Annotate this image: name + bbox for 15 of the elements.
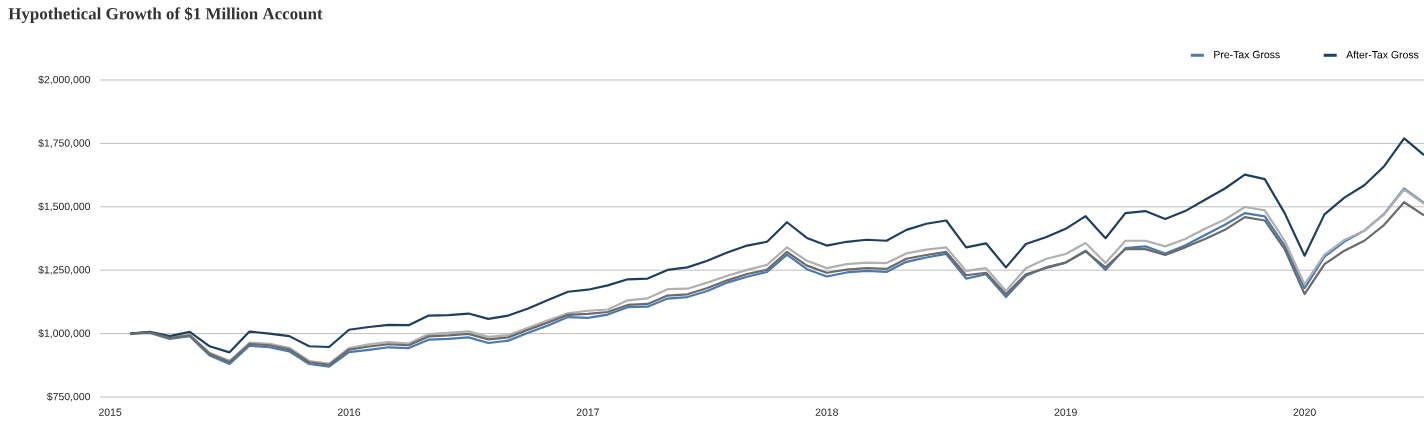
legend-label: Pre-Tax Gross [1214,50,1280,59]
x-tick-label: 2018 [815,408,838,416]
y-tick-label: $1,500,000 [38,202,91,212]
x-tick-label: 2015 [99,408,122,416]
chart-title: Hypothetical Growth of $1 Million Account [8,7,323,23]
y-tick-label: $1,000,000 [38,329,91,339]
y-tick-label: $750,000 [46,392,91,402]
y-tick-label: $1,250,000 [38,265,91,275]
legend-label: After-Tax Gross [1346,50,1419,59]
y-tick-label: $1,750,000 [38,138,91,148]
x-tick-label: 2020 [1293,408,1316,416]
x-tick-label: 2017 [576,408,599,416]
y-tick-label: $2,000,000 [38,75,91,85]
x-tick-label: 2016 [337,408,361,416]
x-tick-label: 2019 [1054,408,1077,416]
